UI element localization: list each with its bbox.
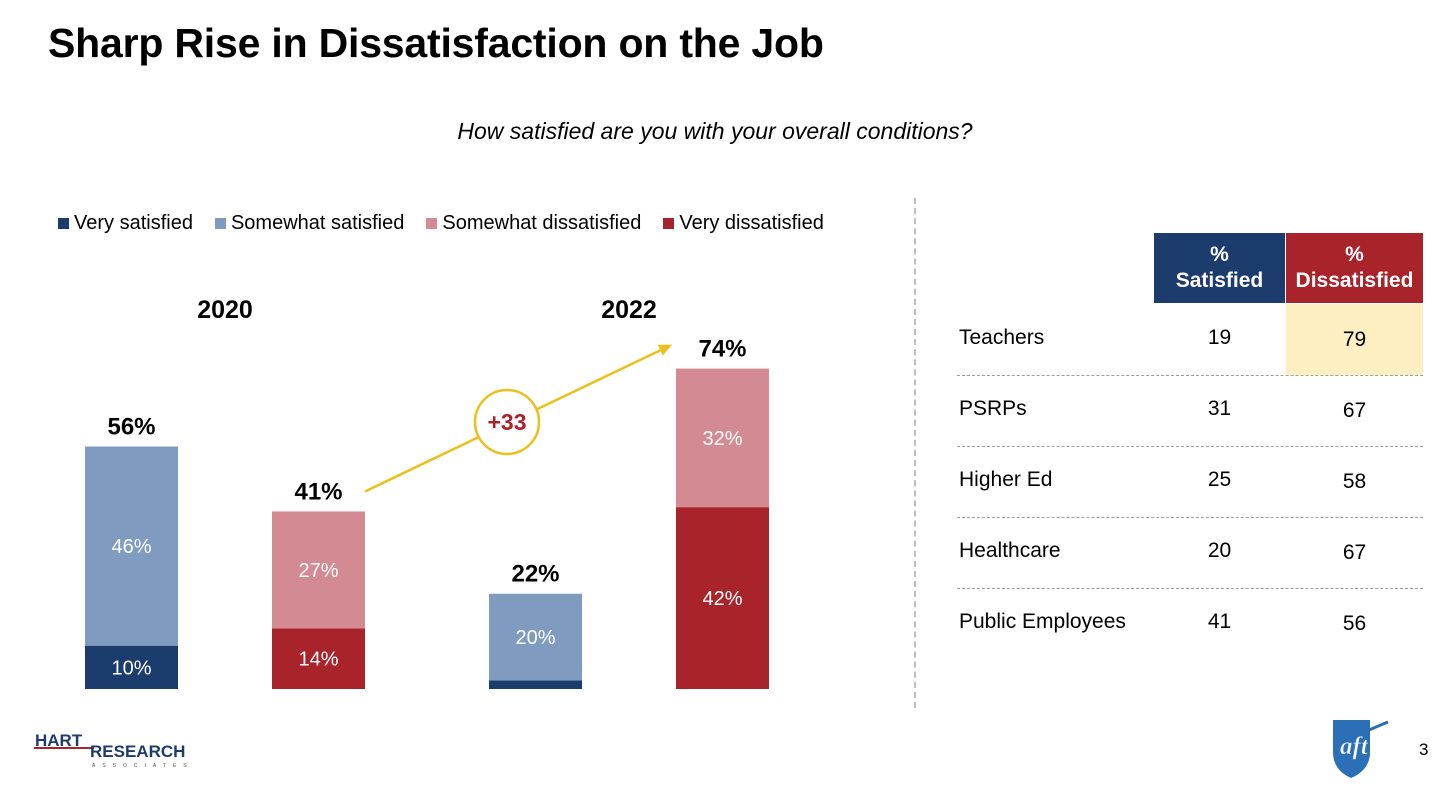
segment-label: 27%	[298, 560, 338, 582]
bar-segment-somewhat-dissatisfied	[272, 511, 365, 629]
legend-label: Very satisfied	[74, 212, 193, 234]
row-satisfied: 31	[1207, 397, 1232, 420]
bar-segment-somewhat-satisfied	[489, 593, 582, 681]
legend-label: Very dissatisfied	[679, 212, 824, 234]
slide-title: Sharp Rise in Dissatisfaction on the Job	[48, 20, 824, 66]
row-dissatisfied: 67	[1342, 541, 1367, 564]
header-satisfied-line2: Satisfied	[1175, 269, 1264, 292]
annotation-arrow-head	[657, 344, 672, 356]
legend-swatch	[58, 218, 69, 229]
logo-tagline: ASSOCIATES	[92, 763, 194, 769]
row-dissatisfied: 56	[1342, 612, 1367, 635]
legend-label: Somewhat satisfied	[230, 212, 405, 234]
logo-line1: HART	[35, 731, 83, 750]
bar-total-label: 22%	[511, 561, 559, 588]
logo-line2: RESEARCH	[90, 742, 185, 761]
bar-segment-very-satisfied	[85, 645, 178, 689]
row-group: PSRPs	[959, 397, 1027, 420]
row-dissatisfied: 79	[1286, 304, 1423, 375]
table-row: Healthcare 20 67	[957, 517, 1423, 589]
legend-swatch	[426, 218, 438, 229]
legend-item-somewhat-dissatisfied: Somewhat dissatisfied	[426, 212, 641, 235]
segment-label: 14%	[298, 649, 338, 671]
aft-logo-text: aft	[1340, 733, 1369, 760]
row-group: Teachers	[959, 326, 1045, 349]
bar-total-label: 74%	[698, 336, 746, 363]
page-number: 3	[1419, 740, 1429, 759]
table-row: PSRPs 31 67	[957, 375, 1423, 447]
group-label-2020: 2020	[197, 296, 253, 324]
annotation-circle	[473, 388, 541, 456]
bar-segment-very-dissatisfied	[676, 507, 769, 689]
section-divider	[914, 198, 916, 708]
chart-legend: Very satisfied Somewhat satisfied Somewh…	[58, 212, 824, 235]
header-satisfied: % Satisfied	[1154, 233, 1285, 303]
annotation-label: +33	[487, 409, 526, 435]
legend-item-very-dissatisfied: Very dissatisfied	[663, 212, 824, 235]
bar-segment-somewhat-satisfied	[85, 446, 178, 646]
row-dissatisfied: 58	[1342, 470, 1367, 493]
hart-research-logo: HART RESEARCH ASSOCIATES	[34, 731, 194, 769]
row-group: Public Employees	[959, 610, 1126, 633]
stacked-bar-chart: 2020 2022 10% 46% 56% 14% 27% 41% 20% 22% 42% 32% 74…	[85, 296, 769, 689]
row-satisfied: 19	[1207, 326, 1232, 349]
group-label-2022: 2022	[601, 296, 657, 324]
segment-label: 42%	[702, 588, 742, 610]
legend-label: Somewhat dissatisfied	[442, 212, 642, 234]
legend-swatch	[663, 218, 675, 229]
row-group: Higher Ed	[959, 468, 1053, 491]
header-dissatisfied-line1: %	[1345, 243, 1364, 266]
bar-total-label: 56%	[107, 414, 155, 441]
logo-rule	[34, 747, 94, 749]
bar-segment-very-dissatisfied	[272, 628, 365, 689]
row-satisfied: 20	[1207, 539, 1232, 562]
segment-label: 46%	[111, 536, 151, 558]
bar-segment-somewhat-dissatisfied	[676, 368, 769, 508]
segment-label: 10%	[111, 657, 151, 679]
table-row: Teachers 19 79	[957, 304, 1423, 376]
legend-item-somewhat-satisfied: Somewhat satisfied	[214, 212, 405, 235]
header-dissatisfied-line2: Dissatisfied	[1295, 269, 1414, 292]
bar-total-label: 41%	[294, 478, 342, 505]
header-dissatisfied: % Dissatisfied	[1286, 233, 1423, 303]
row-satisfied: 41	[1207, 610, 1232, 633]
bar-segment-very-satisfied	[489, 680, 582, 689]
segment-label: 20%	[515, 627, 555, 649]
aft-swoosh	[1359, 720, 1389, 736]
legend-swatch	[214, 218, 226, 229]
row-dissatisfied: 67	[1342, 399, 1367, 422]
legend-item-very-satisfied: Very satisfied	[58, 212, 193, 235]
aft-logo: aft	[1333, 720, 1389, 778]
segment-label: 32%	[702, 428, 742, 450]
table-row: Higher Ed 25 58	[957, 446, 1423, 518]
survey-question: How satisfied are you with your overall …	[457, 118, 973, 144]
header-satisfied-line1: %	[1210, 243, 1229, 266]
row-satisfied: 25	[1207, 468, 1232, 491]
table-row: Public Employees 41 56	[957, 588, 1423, 659]
row-group: Healthcare	[959, 539, 1061, 562]
